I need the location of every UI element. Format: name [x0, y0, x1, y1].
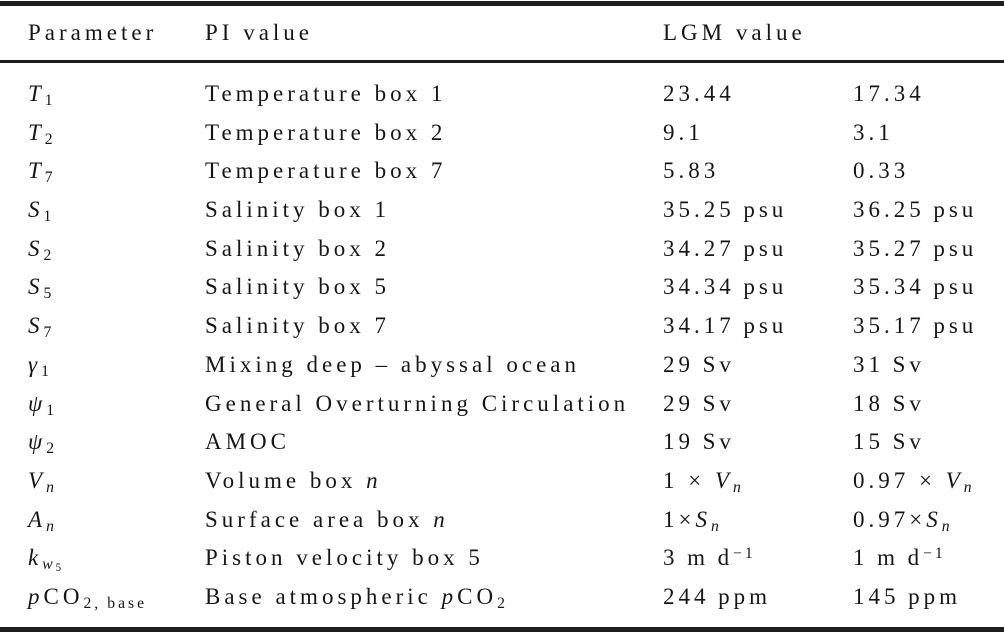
- table-row: ψ1 General Overturning Circulation 29 Sv 18…: [0, 385, 1004, 424]
- description-cell: AMOC: [205, 429, 291, 455]
- table-row: S2 Salinity box 2 34.27 psu 35.27 psu: [0, 230, 1004, 269]
- table-row: S7 Salinity box 7 34.17 psu 35.17 psu: [0, 307, 1004, 346]
- table-bottom-rule: [0, 627, 1004, 632]
- param-symbol-cell: kw5: [28, 545, 64, 575]
- table-row: S5 Salinity box 5 34.34 psu 35.34 psu: [0, 268, 1004, 307]
- pi-value-cell: 35.25 psu: [663, 197, 788, 223]
- description-cell: Salinity box 5: [205, 274, 391, 300]
- param-symbol-cell: Vn: [28, 467, 57, 496]
- pi-value-cell: 34.34 psu: [663, 274, 788, 300]
- param-symbol-cell: S5: [28, 274, 55, 303]
- table-row: S1 Salinity box 1 35.25 psu 36.25 psu: [0, 191, 1004, 230]
- header-pi-value: PI value: [205, 20, 314, 45]
- table-row: γ1 Mixing deep – abyssal ocean 29 Sv 31 Sv: [0, 346, 1004, 385]
- pi-value-cell: 244 ppm: [663, 583, 771, 609]
- header-lgm-value: LGM value: [663, 20, 806, 45]
- description-cell: Temperature box 2: [205, 119, 447, 145]
- param-symbol-cell: ψ1: [28, 390, 58, 419]
- lgm-value-cell: 15 Sv: [853, 429, 925, 455]
- table-row: ψ2 AMOC 19 Sv 15 Sv: [0, 423, 1004, 462]
- pi-value-cell: 34.17 psu: [663, 313, 788, 339]
- param-symbol-cell: T2: [28, 119, 56, 148]
- table-row: pCO2, base Base atmospheric pCO2 244 ppm 14…: [0, 578, 1004, 617]
- param-symbol-cell: S1: [28, 197, 55, 225]
- lgm-value-cell: 0.33: [853, 158, 910, 184]
- param-symbol-cell: An: [28, 506, 57, 535]
- lgm-value-cell: 35.34 psu: [853, 274, 978, 300]
- lgm-value-cell: 145 ppm: [853, 583, 961, 609]
- description-cell: Volume box n: [205, 467, 382, 493]
- lgm-value-cell: 17.34: [853, 81, 925, 106]
- pi-value-cell: 5.83: [663, 158, 720, 184]
- pi-value-cell: 1×Sn: [663, 506, 722, 535]
- pi-value-cell: 3 m d−1: [663, 545, 756, 571]
- description-cell: Temperature box 7: [205, 158, 447, 184]
- lgm-value-cell: 36.25 psu: [853, 197, 978, 223]
- lgm-value-cell: 3.1: [853, 119, 894, 145]
- table-row: T7 Temperature box 7 5.83 0.33: [0, 152, 1004, 191]
- table-row: An Surface area box n 1×Sn 0.97×Sn: [0, 501, 1004, 540]
- table-row: Vn Volume box n 1 × Vn 0.97 × Vn: [0, 462, 1004, 501]
- pi-value-cell: 29 Sv: [663, 351, 735, 377]
- param-symbol-cell: pCO2, base: [28, 583, 148, 612]
- description-cell: Surface area box n: [205, 506, 449, 532]
- table-row: T2 Temperature box 2 9.1 3.1: [0, 114, 1004, 153]
- description-cell: Temperature box 1: [205, 81, 447, 106]
- param-symbol-cell: γ1: [28, 351, 52, 380]
- description-cell: Salinity box 2: [205, 235, 391, 261]
- param-symbol-cell: S2: [28, 235, 55, 264]
- table-body: T1 Temperature box 1 23.44 17.34 T2 Temperatu…: [0, 75, 1004, 617]
- pi-value-cell: 19 Sv: [663, 429, 735, 455]
- lgm-value-cell: 0.97 × Vn: [853, 467, 975, 496]
- pi-value-cell: 23.44: [663, 81, 735, 106]
- lgm-value-cell: 18 Sv: [853, 390, 925, 416]
- description-cell: Salinity box 7: [205, 313, 391, 339]
- lgm-value-cell: 0.97×Sn: [853, 506, 953, 535]
- description-cell: Salinity box 1: [205, 197, 391, 223]
- pi-value-cell: 1 × Vn: [663, 467, 744, 496]
- table-row: T1 Temperature box 1 23.44 17.34: [0, 75, 1004, 114]
- description-cell: General Overturning Circulation: [205, 390, 630, 416]
- description-cell: Mixing deep – abyssal ocean: [205, 351, 580, 377]
- pi-value-cell: 29 Sv: [663, 390, 735, 416]
- description-cell: Piston velocity box 5: [205, 545, 484, 571]
- lgm-value-cell: 1 m d−1: [853, 545, 946, 571]
- table-row: kw5 Piston velocity box 5 3 m d−1 1 m d−1: [0, 539, 1004, 578]
- param-symbol-cell: T1: [28, 81, 56, 109]
- param-symbol-cell: S7: [28, 313, 55, 341]
- lgm-value-cell: 35.27 psu: [853, 235, 978, 261]
- lgm-value-cell: 35.17 psu: [853, 313, 978, 339]
- header-parameter: Parameter: [28, 20, 158, 45]
- lgm-value-cell: 31 Sv: [853, 351, 925, 377]
- param-symbol-cell: T7: [28, 158, 56, 187]
- table-top-rule: [0, 1, 1004, 6]
- description-cell: Base atmospheric pCO2: [205, 583, 508, 612]
- pi-value-cell: 34.27 psu: [663, 235, 788, 261]
- pi-value-cell: 9.1: [663, 119, 704, 145]
- table-header-rule: [0, 60, 1004, 63]
- table-header-row: Parameter PI value LGM value: [0, 6, 1004, 60]
- param-symbol-cell: ψ2: [28, 429, 58, 457]
